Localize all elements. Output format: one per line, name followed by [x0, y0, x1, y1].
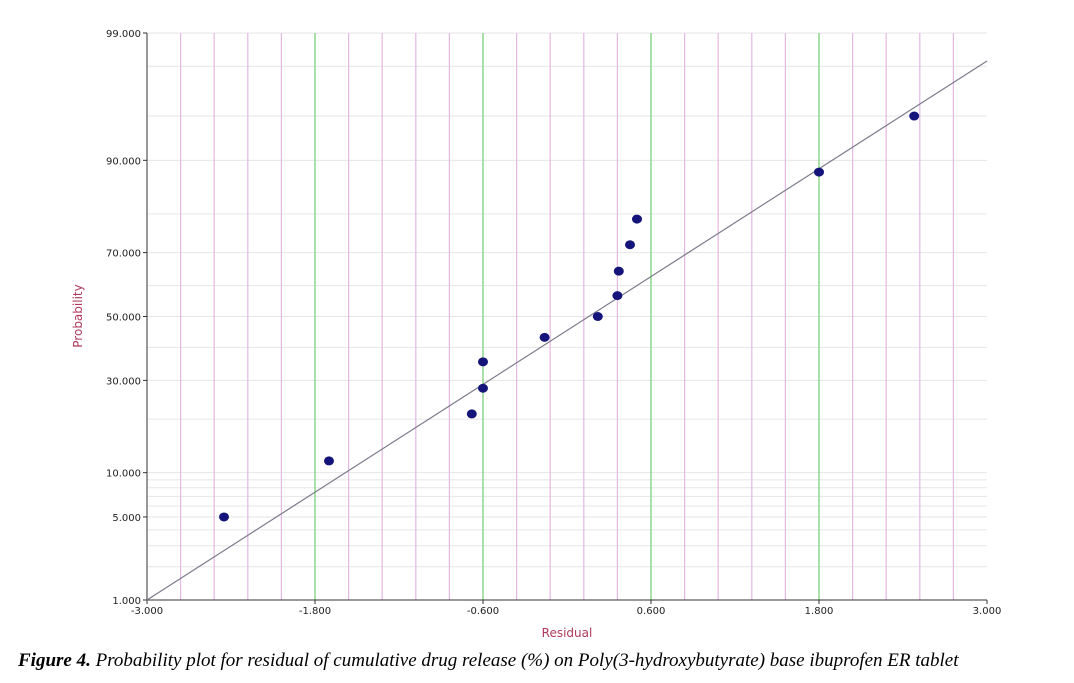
data-point — [632, 214, 642, 224]
data-point — [625, 240, 635, 250]
fit-line — [146, 60, 988, 601]
data-point — [909, 111, 920, 121]
x-tick-label: 1.800 — [805, 606, 834, 617]
data-point — [613, 266, 624, 276]
y-tick-label: 50.000 — [106, 313, 141, 324]
probability-plot: -3.000 -1.800 -0.600 0.600 1.800 3.000 1.000 5.… — [71, 29, 1001, 640]
data-point — [478, 383, 488, 393]
data-point — [478, 357, 488, 367]
y-tick-label: 90.000 — [106, 156, 141, 167]
data-point — [592, 312, 603, 321]
data-point — [324, 456, 334, 466]
y-tick-label: 30.000 — [106, 376, 141, 387]
fit-line-layer — [146, 60, 988, 601]
data-points-layer — [219, 111, 920, 522]
y-tick-label: 70.000 — [106, 249, 141, 260]
data-point — [219, 512, 229, 522]
y-axis-title: Probability — [71, 284, 85, 347]
x-tick-label: -0.600 — [467, 606, 499, 617]
y-tick-label: 10.000 — [106, 469, 141, 480]
x-tick-label: 0.600 — [637, 606, 666, 617]
x-tick-label: 3.000 — [973, 606, 1002, 617]
data-point — [612, 291, 623, 301]
data-point — [814, 167, 824, 177]
data-point — [466, 409, 477, 419]
figure-caption-label: Figure 4. — [18, 650, 91, 671]
tick-labels-layer: -3.000 -1.800 -0.600 0.600 1.800 3.000 1.000 5.… — [106, 29, 1001, 617]
y-tick-label: 99.000 — [106, 29, 141, 40]
x-axis-title: Residual — [542, 626, 593, 640]
figure-caption-text: Probability plot for residual of cumulat… — [90, 650, 959, 671]
y-tick-label: 5.000 — [112, 513, 141, 524]
grid-layer — [147, 32, 987, 601]
axes-layer — [143, 32, 988, 604]
figure-caption: Figure 4. Probability plot for residual … — [18, 650, 1068, 672]
data-point — [539, 332, 550, 342]
x-tick-label: -3.000 — [131, 606, 163, 617]
x-tick-label: -1.800 — [299, 606, 331, 617]
y-tick-label: 1.000 — [112, 596, 141, 607]
